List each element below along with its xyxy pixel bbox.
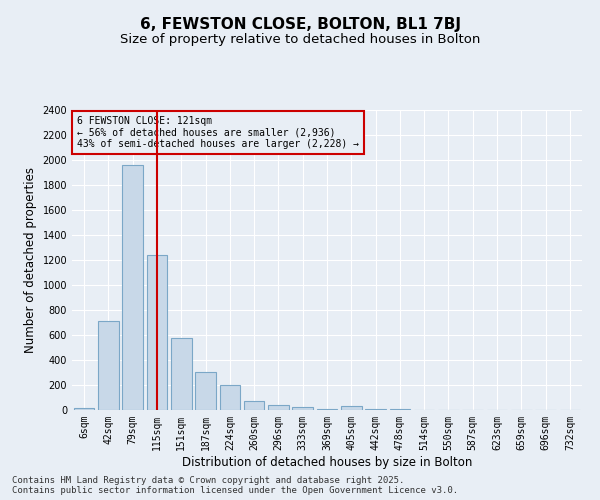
Bar: [146, 255, 167, 410]
Y-axis label: Number of detached properties: Number of detached properties: [24, 167, 37, 353]
Bar: [122, 165, 143, 410]
Bar: [244, 400, 265, 410]
Bar: [171, 338, 191, 410]
X-axis label: Distribution of detached houses by size in Bolton: Distribution of detached houses by size …: [182, 456, 472, 468]
Text: Contains HM Land Registry data © Crown copyright and database right 2025.
Contai: Contains HM Land Registry data © Crown c…: [12, 476, 458, 495]
Text: Size of property relative to detached houses in Bolton: Size of property relative to detached ho…: [120, 32, 480, 46]
Bar: [317, 409, 337, 410]
Bar: [195, 372, 216, 410]
Bar: [74, 408, 94, 410]
Text: 6 FEWSTON CLOSE: 121sqm
← 56% of detached houses are smaller (2,936)
43% of semi: 6 FEWSTON CLOSE: 121sqm ← 56% of detache…: [77, 116, 359, 149]
Bar: [341, 406, 362, 410]
Bar: [220, 385, 240, 410]
Text: 6, FEWSTON CLOSE, BOLTON, BL1 7BJ: 6, FEWSTON CLOSE, BOLTON, BL1 7BJ: [139, 18, 461, 32]
Bar: [98, 322, 119, 410]
Bar: [268, 405, 289, 410]
Bar: [292, 406, 313, 410]
